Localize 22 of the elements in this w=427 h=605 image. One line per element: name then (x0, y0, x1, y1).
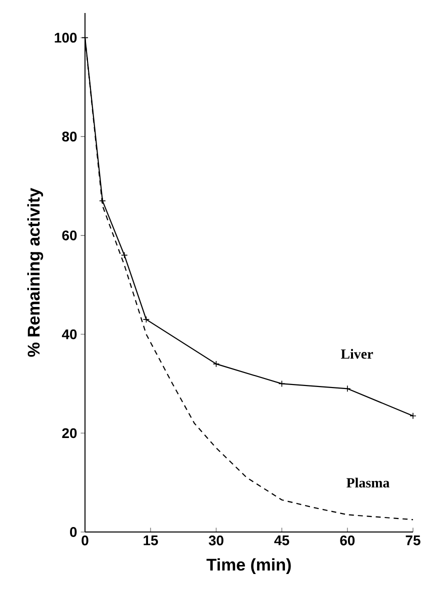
y-tick-label: 80 (62, 132, 77, 142)
x-axis-title: Time (min) (206, 558, 291, 574)
x-tick-label: 15 (144, 536, 158, 546)
point (99, 197, 106, 204)
y-tick-label: 40 (62, 329, 77, 340)
y-axis-title: % Remaining activity (27, 188, 44, 357)
point (212, 360, 220, 368)
y-tick-label: 20 (62, 428, 77, 438)
x-tick-label: 30 (208, 536, 224, 546)
x-tick-label: 75 (406, 536, 420, 546)
point (120, 252, 128, 259)
x-tick-label: 45 (274, 536, 290, 546)
point (142, 316, 150, 323)
y-tick-label: 60 (62, 230, 77, 240)
series-label: Liver (340, 348, 373, 359)
series-label: Plasma (346, 478, 390, 488)
x-tick-label: 0 (82, 536, 88, 546)
point (410, 412, 416, 420)
y-tick-label: 0 (70, 527, 77, 537)
point (278, 380, 286, 388)
x-tick-label: 60 (340, 536, 355, 546)
y-tick-label: 100 (54, 32, 77, 43)
